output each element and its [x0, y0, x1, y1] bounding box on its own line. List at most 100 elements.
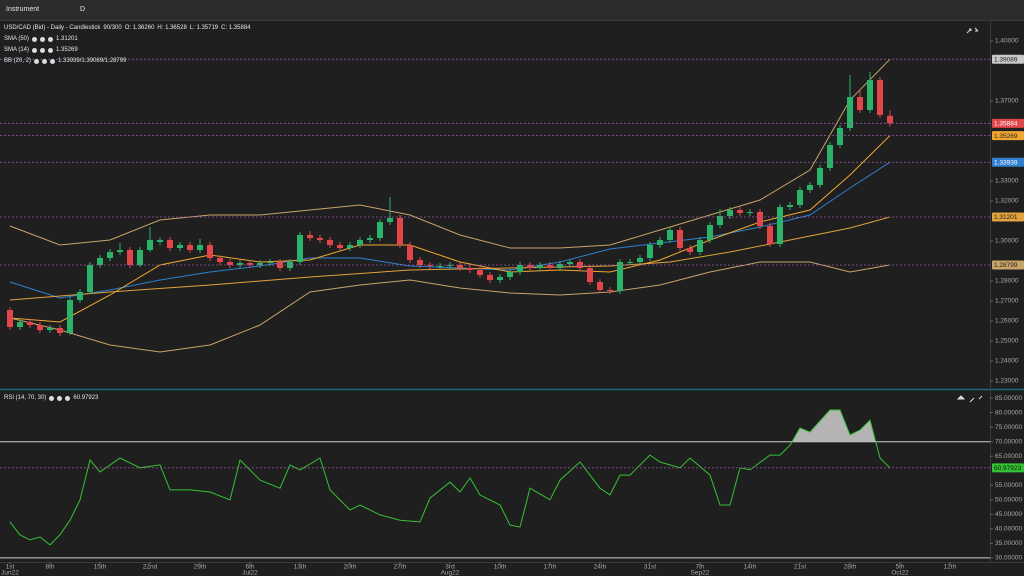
candle-body: [457, 265, 463, 268]
x-tick-label: 15th: [94, 564, 107, 571]
candle-body: [207, 245, 213, 258]
y-tick-label: 65.00000: [995, 453, 1022, 460]
eye-icon[interactable]: [49, 395, 55, 401]
candle-body: [687, 248, 693, 252]
x-tick-label: 7th: [695, 564, 704, 571]
month-label: Oct22: [891, 570, 909, 576]
candle-body: [707, 225, 713, 240]
candle-body: [837, 128, 843, 145]
legend-value: 1.33939/1.39089/1.28799: [58, 58, 127, 64]
candle-body: [427, 265, 433, 266]
x-tick-label: 17th: [544, 564, 557, 571]
settings-icon[interactable]: [48, 47, 54, 53]
x-tick-label: 20th: [344, 564, 357, 571]
candle-body: [187, 245, 193, 250]
candle-body: [867, 80, 873, 110]
panel-controls[interactable]: [956, 395, 983, 403]
x-tick-label: 13th: [294, 564, 307, 571]
price-tag: [992, 157, 1024, 167]
candle-body: [57, 328, 63, 333]
panel-icons: [956, 27, 983, 403]
timeframe-menu[interactable]: D: [80, 6, 86, 13]
candle-body: [357, 240, 363, 245]
price-tag-label: 60.97923: [994, 465, 1021, 472]
candle-body: [347, 245, 353, 248]
settings-icon[interactable]: [50, 58, 56, 64]
candle-body: [727, 210, 733, 216]
legend-name: RSI (14, 70, 30): [4, 395, 47, 401]
candle-body: [267, 262, 273, 263]
candle-body: [377, 222, 383, 238]
eye-icon[interactable]: [32, 36, 38, 42]
instrument-menu[interactable]: Instrument: [6, 6, 40, 13]
y-tick-label: 80.00000: [995, 409, 1022, 416]
candle-body: [127, 250, 133, 265]
candle-body: [247, 263, 253, 265]
x-tick-label: 8th: [45, 564, 54, 571]
candle-body: [507, 272, 513, 277]
price-tag: [992, 131, 1024, 141]
candle-body: [167, 240, 173, 248]
candle-body: [797, 190, 803, 205]
candle-body: [47, 328, 53, 330]
candle-body: [777, 207, 783, 244]
candle-body: [77, 292, 83, 300]
remove-icon[interactable]: [57, 395, 63, 401]
eye-icon[interactable]: [34, 58, 40, 64]
y-tick-label: 35.00000: [995, 540, 1022, 547]
legend-value: 1.35269: [56, 47, 78, 53]
candle-body: [437, 266, 443, 267]
legend-name: SMA (50): [4, 36, 30, 42]
y-tick-label: 1.24000: [995, 358, 1019, 365]
candle-body: [177, 245, 183, 248]
x-tick-label: 29th: [194, 564, 207, 571]
x-tick-label: 1st: [6, 564, 15, 571]
y-tick-label: 1.27000: [995, 298, 1019, 305]
candle-body: [7, 310, 13, 327]
x-tick-label: 21st: [794, 564, 806, 571]
x-tick-label: 5th: [895, 564, 904, 571]
candle-body: [227, 262, 233, 265]
x-tick-label: 12th: [944, 564, 957, 571]
candle-body: [307, 235, 313, 238]
y-tick-label: 45.00000: [995, 511, 1022, 518]
candle-body: [537, 265, 543, 268]
candle-body: [667, 230, 673, 240]
candle-body: [37, 325, 43, 330]
candle-body: [447, 265, 453, 266]
remove-icon[interactable]: [40, 36, 46, 42]
overbought-fill: [10, 410, 890, 442]
price-tag: [992, 212, 1024, 222]
band-lower: [9, 261, 891, 353]
candle-body: [17, 322, 23, 327]
candle-body: [497, 277, 503, 280]
candle-body: [517, 265, 523, 272]
candle-body: [407, 245, 413, 260]
settings-icon[interactable]: [48, 36, 54, 42]
x-tick-label: 22nd: [143, 564, 158, 571]
chart-title: USD/CAD (Bid) - Daily - Candlestick: [4, 25, 101, 31]
price-tag: [992, 118, 1024, 128]
y-tick-label: 1.23000: [995, 378, 1019, 385]
eye-icon[interactable]: [32, 47, 38, 53]
band-upper: [9, 58, 891, 249]
remove-icon[interactable]: [42, 58, 48, 64]
candle-body: [887, 115, 893, 124]
chart-area: 1.23000 1.24000 1.25000 1.26000 1.27000 1.280…: [0, 20, 1024, 576]
remove-icon[interactable]: [40, 47, 46, 53]
y-tick-label: 1.28000: [995, 278, 1019, 285]
candle-body: [157, 240, 163, 242]
rsi-line: [9, 409, 891, 546]
x-tick-label: 10th: [494, 564, 507, 571]
ohlc-low: L: 1.35719: [189, 25, 219, 31]
price-legend: USD/CAD (Bid) - Daily - Candlestick 90/3…: [4, 25, 251, 31]
candle-body: [487, 275, 493, 280]
month-label: Jul22: [242, 570, 258, 576]
candle-body: [97, 258, 103, 265]
candle-body: [237, 263, 243, 265]
y-tick-label: 1.26000: [995, 318, 1019, 325]
candle-body: [217, 258, 223, 262]
settings-icon[interactable]: [65, 395, 71, 401]
maximize-icon[interactable]: [966, 27, 979, 34]
